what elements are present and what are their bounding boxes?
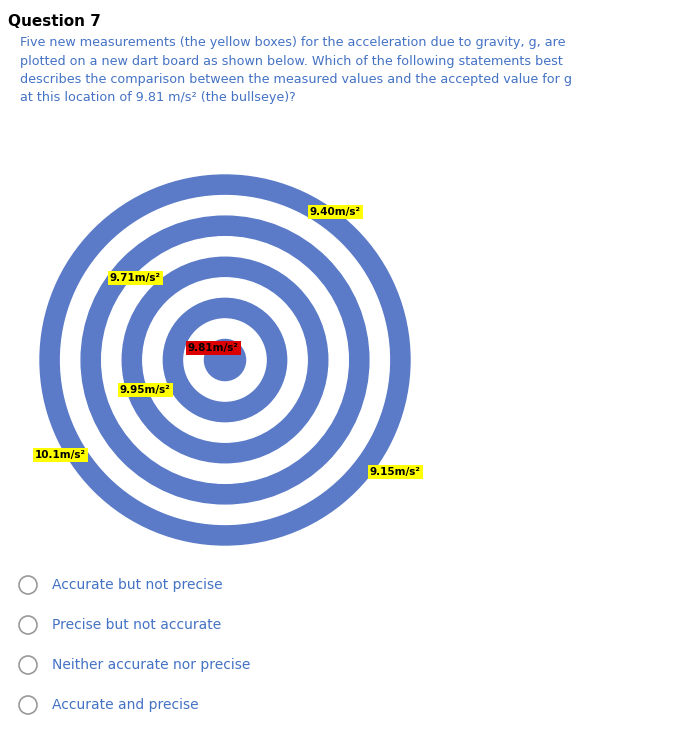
- Text: 9.95m/s²: 9.95m/s²: [120, 385, 171, 395]
- Circle shape: [184, 319, 266, 401]
- Circle shape: [40, 175, 410, 545]
- Circle shape: [204, 340, 245, 380]
- Text: Accurate and precise: Accurate and precise: [52, 698, 199, 712]
- Text: 9.71m/s²: 9.71m/s²: [110, 273, 161, 283]
- Text: Question 7: Question 7: [8, 14, 101, 29]
- Text: Five new measurements (the yellow boxes) for the acceleration due to gravity, g,: Five new measurements (the yellow boxes)…: [20, 36, 572, 104]
- Circle shape: [61, 195, 389, 525]
- Text: 9.81m/s²: 9.81m/s²: [188, 343, 239, 353]
- Text: Precise but not accurate: Precise but not accurate: [52, 618, 221, 632]
- Circle shape: [101, 237, 348, 483]
- Circle shape: [164, 298, 287, 422]
- Circle shape: [219, 354, 231, 366]
- Text: 9.40m/s²: 9.40m/s²: [310, 207, 361, 217]
- Circle shape: [81, 216, 369, 504]
- Circle shape: [122, 258, 328, 462]
- Text: 9.15m/s²: 9.15m/s²: [370, 467, 421, 477]
- Text: Accurate but not precise: Accurate but not precise: [52, 578, 222, 592]
- Circle shape: [143, 278, 307, 443]
- Text: Neither accurate nor precise: Neither accurate nor precise: [52, 658, 250, 672]
- Text: 10.1m/s²: 10.1m/s²: [35, 450, 86, 460]
